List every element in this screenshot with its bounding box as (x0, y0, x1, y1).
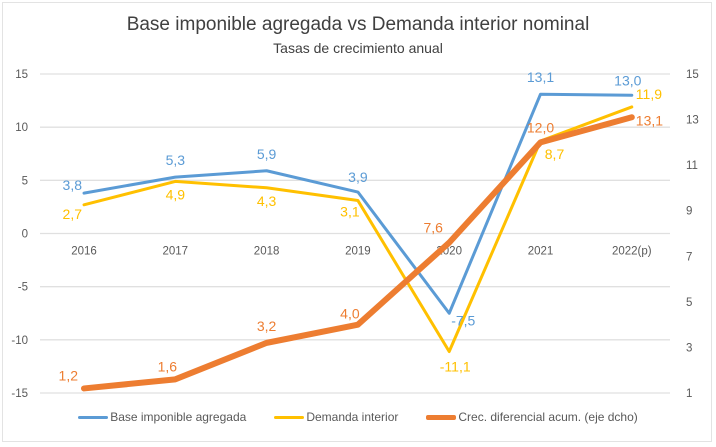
data-label: 3,1 (340, 204, 360, 220)
data-label: 7,6 (423, 220, 443, 236)
data-label: 13,1 (636, 112, 663, 128)
y-left-tick-label: -10 (11, 335, 28, 347)
y-left-tick-label: 0 (22, 229, 28, 241)
y-right-tick-label: 3 (686, 342, 692, 354)
data-label: -11,1 (440, 359, 471, 375)
chart-area (2, 2, 712, 442)
y-left-tick-label: -15 (11, 388, 28, 400)
legend-item-crec-diferencial: Crec. diferencial acum. (eje dcho) (426, 410, 638, 424)
chart-title: Base imponible agregada vs Demanda inter… (126, 14, 590, 35)
y-left-tick-label: 15 (15, 69, 28, 81)
y-right-tick-label: 15 (686, 69, 699, 81)
chart-subtitle: Tasas de crecimiento anual (273, 40, 443, 56)
data-label: 3,8 (63, 177, 83, 193)
y-right-tick-label: 1 (686, 388, 692, 400)
legend-item-demanda-interior: Demanda interior (274, 410, 398, 424)
y-left-tick-label: 5 (22, 175, 28, 187)
x-tick-label: 2016 (71, 246, 97, 258)
legend-swatch-yellow (274, 415, 305, 419)
data-label: 8,7 (545, 146, 565, 162)
legend-label: Base imponible agregada (110, 410, 247, 424)
data-label: 4,9 (166, 186, 186, 202)
data-label: 13,0 (614, 72, 641, 88)
y-right-tick-label: 13 (686, 115, 699, 127)
legend-label: Crec. diferencial acum. (eje dcho) (458, 410, 638, 424)
data-label: 13,1 (527, 69, 554, 85)
legend-swatch-blue (78, 415, 109, 419)
y-right-tick-label: 7 (686, 251, 692, 263)
legend-swatch-orange (426, 414, 457, 420)
series-line-0 (82, 92, 634, 315)
y-right-tick-label: 9 (686, 206, 692, 218)
data-label: 11,9 (636, 86, 662, 102)
legend-label: Demanda interior (306, 410, 399, 424)
y-left-tick-label: -5 (18, 282, 28, 294)
data-label: 12,0 (527, 119, 554, 135)
y-left-tick-label: 10 (15, 122, 28, 134)
data-label: 4,3 (257, 193, 277, 209)
data-label: 4,0 (340, 306, 360, 322)
data-label: 3,9 (348, 169, 368, 185)
x-tick-label: 2022(p) (612, 246, 652, 258)
data-label: 1,2 (59, 367, 79, 383)
x-tick-label: 2019 (345, 246, 371, 258)
y-right-tick-label: 5 (686, 297, 692, 309)
legend: Base imponible agregada Demanda interior… (0, 410, 716, 424)
data-label: 5,3 (166, 152, 186, 168)
legend-item-base-imponible: Base imponible agregada (78, 410, 246, 424)
data-label: 1,6 (158, 358, 178, 374)
data-label: -7,5 (451, 312, 475, 328)
y-right-tick-label: 11 (686, 160, 698, 172)
data-label: 3,2 (257, 318, 277, 334)
x-tick-label: 2017 (163, 246, 189, 258)
x-tick-label: 2018 (254, 246, 280, 258)
data-label: 5,9 (257, 146, 277, 162)
data-label: 2,7 (63, 206, 83, 222)
series-line-2 (81, 114, 635, 392)
x-tick-label: 2021 (528, 246, 554, 258)
